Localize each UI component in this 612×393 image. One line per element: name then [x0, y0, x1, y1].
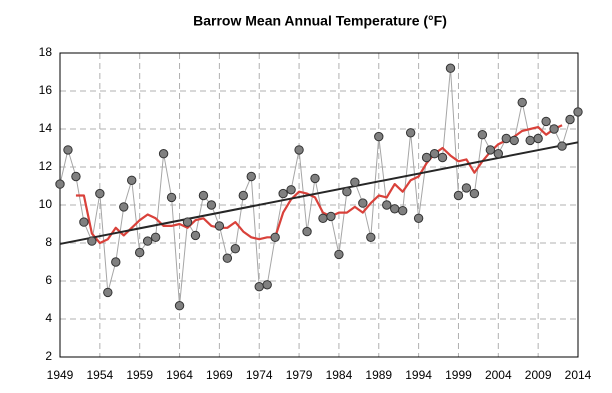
data-point — [166, 192, 177, 203]
x-tick-label: 1999 — [445, 368, 472, 382]
data-point — [246, 171, 256, 182]
plot-border — [59, 52, 579, 358]
data-point — [405, 128, 416, 138]
data-point — [302, 226, 312, 237]
data-point — [461, 183, 472, 193]
data-point — [198, 190, 209, 201]
data-point — [79, 217, 89, 227]
x-tick-label: 1989 — [365, 368, 392, 382]
data-point — [111, 257, 121, 267]
data-point — [127, 175, 137, 186]
x-tick-label: 1954 — [86, 368, 113, 382]
data-point — [342, 187, 352, 197]
data-point — [119, 202, 129, 212]
x-tick-label: 1949 — [47, 368, 74, 382]
data-point — [413, 213, 424, 224]
data-point — [142, 236, 153, 246]
y-tick-label: 4 — [45, 311, 52, 325]
data-point — [350, 177, 360, 187]
data-point — [270, 232, 280, 243]
data-point — [453, 190, 464, 201]
data-point — [334, 249, 344, 260]
y-tick-label: 18 — [39, 45, 53, 59]
x-tick-label: 2004 — [485, 368, 512, 382]
data-point — [158, 149, 169, 159]
y-tick-label: 2 — [45, 349, 52, 363]
x-tick-label: 1969 — [206, 368, 233, 382]
data-point — [509, 135, 519, 146]
y-tick-label: 8 — [45, 235, 52, 249]
trend-line — [59, 141, 579, 245]
data-point — [366, 232, 376, 243]
data-point — [565, 114, 575, 125]
data-point — [134, 247, 145, 258]
data-point — [310, 173, 320, 184]
data-point — [150, 232, 161, 243]
data-point — [63, 145, 73, 155]
x-tick-label: 1959 — [126, 368, 153, 382]
data-point — [469, 188, 480, 199]
x-tick-label: 1964 — [166, 368, 193, 382]
data-point — [525, 135, 535, 146]
data-point — [390, 204, 400, 214]
data-point — [485, 145, 496, 155]
data-point — [230, 244, 241, 254]
data-point — [190, 230, 201, 241]
data-point — [206, 200, 217, 210]
data-point — [214, 221, 225, 231]
data-point — [573, 107, 583, 117]
data-point — [445, 63, 456, 73]
y-tick-label: 6 — [45, 273, 52, 287]
data-point — [549, 124, 559, 134]
data-point — [501, 133, 511, 144]
data-point — [318, 213, 328, 224]
data-point — [182, 217, 193, 227]
data-point — [262, 280, 272, 290]
data-point — [421, 152, 432, 163]
data-point — [374, 131, 384, 142]
data-point — [95, 188, 105, 199]
data-point — [326, 211, 336, 222]
y-tick-label: 12 — [39, 159, 53, 173]
data-point — [174, 301, 185, 311]
data-point — [437, 152, 448, 163]
data-point — [358, 198, 368, 208]
data-point — [222, 253, 233, 263]
data-point — [477, 130, 488, 140]
data-point — [254, 282, 264, 292]
data-point — [286, 185, 296, 195]
data-point — [294, 145, 304, 155]
data-point — [71, 171, 81, 182]
smoothed-line — [75, 124, 563, 245]
data-line — [59, 67, 579, 307]
data-point — [557, 141, 567, 151]
data-point — [103, 287, 113, 298]
data-point — [533, 133, 543, 144]
x-tick-label: 2014 — [565, 368, 592, 382]
data-point — [238, 190, 248, 201]
data-point — [493, 149, 504, 159]
x-tick-label: 1984 — [326, 368, 353, 382]
x-tick-label: 1974 — [246, 368, 273, 382]
data-point — [541, 116, 551, 127]
data-point — [382, 200, 392, 210]
y-tick-label: 14 — [39, 121, 53, 135]
y-tick-label: 10 — [39, 197, 53, 211]
data-point — [517, 97, 527, 108]
data-point — [429, 149, 440, 159]
data-point — [55, 179, 65, 189]
y-tick-label: 16 — [39, 83, 53, 97]
x-tick-label: 2009 — [525, 368, 552, 382]
data-point — [397, 206, 408, 216]
x-tick-label: 1994 — [405, 368, 432, 382]
x-tick-label: 1979 — [286, 368, 313, 382]
data-point — [87, 236, 97, 246]
data-point — [278, 188, 288, 199]
chart-title: Barrow Mean Annual Temperature (°F) — [193, 13, 447, 29]
